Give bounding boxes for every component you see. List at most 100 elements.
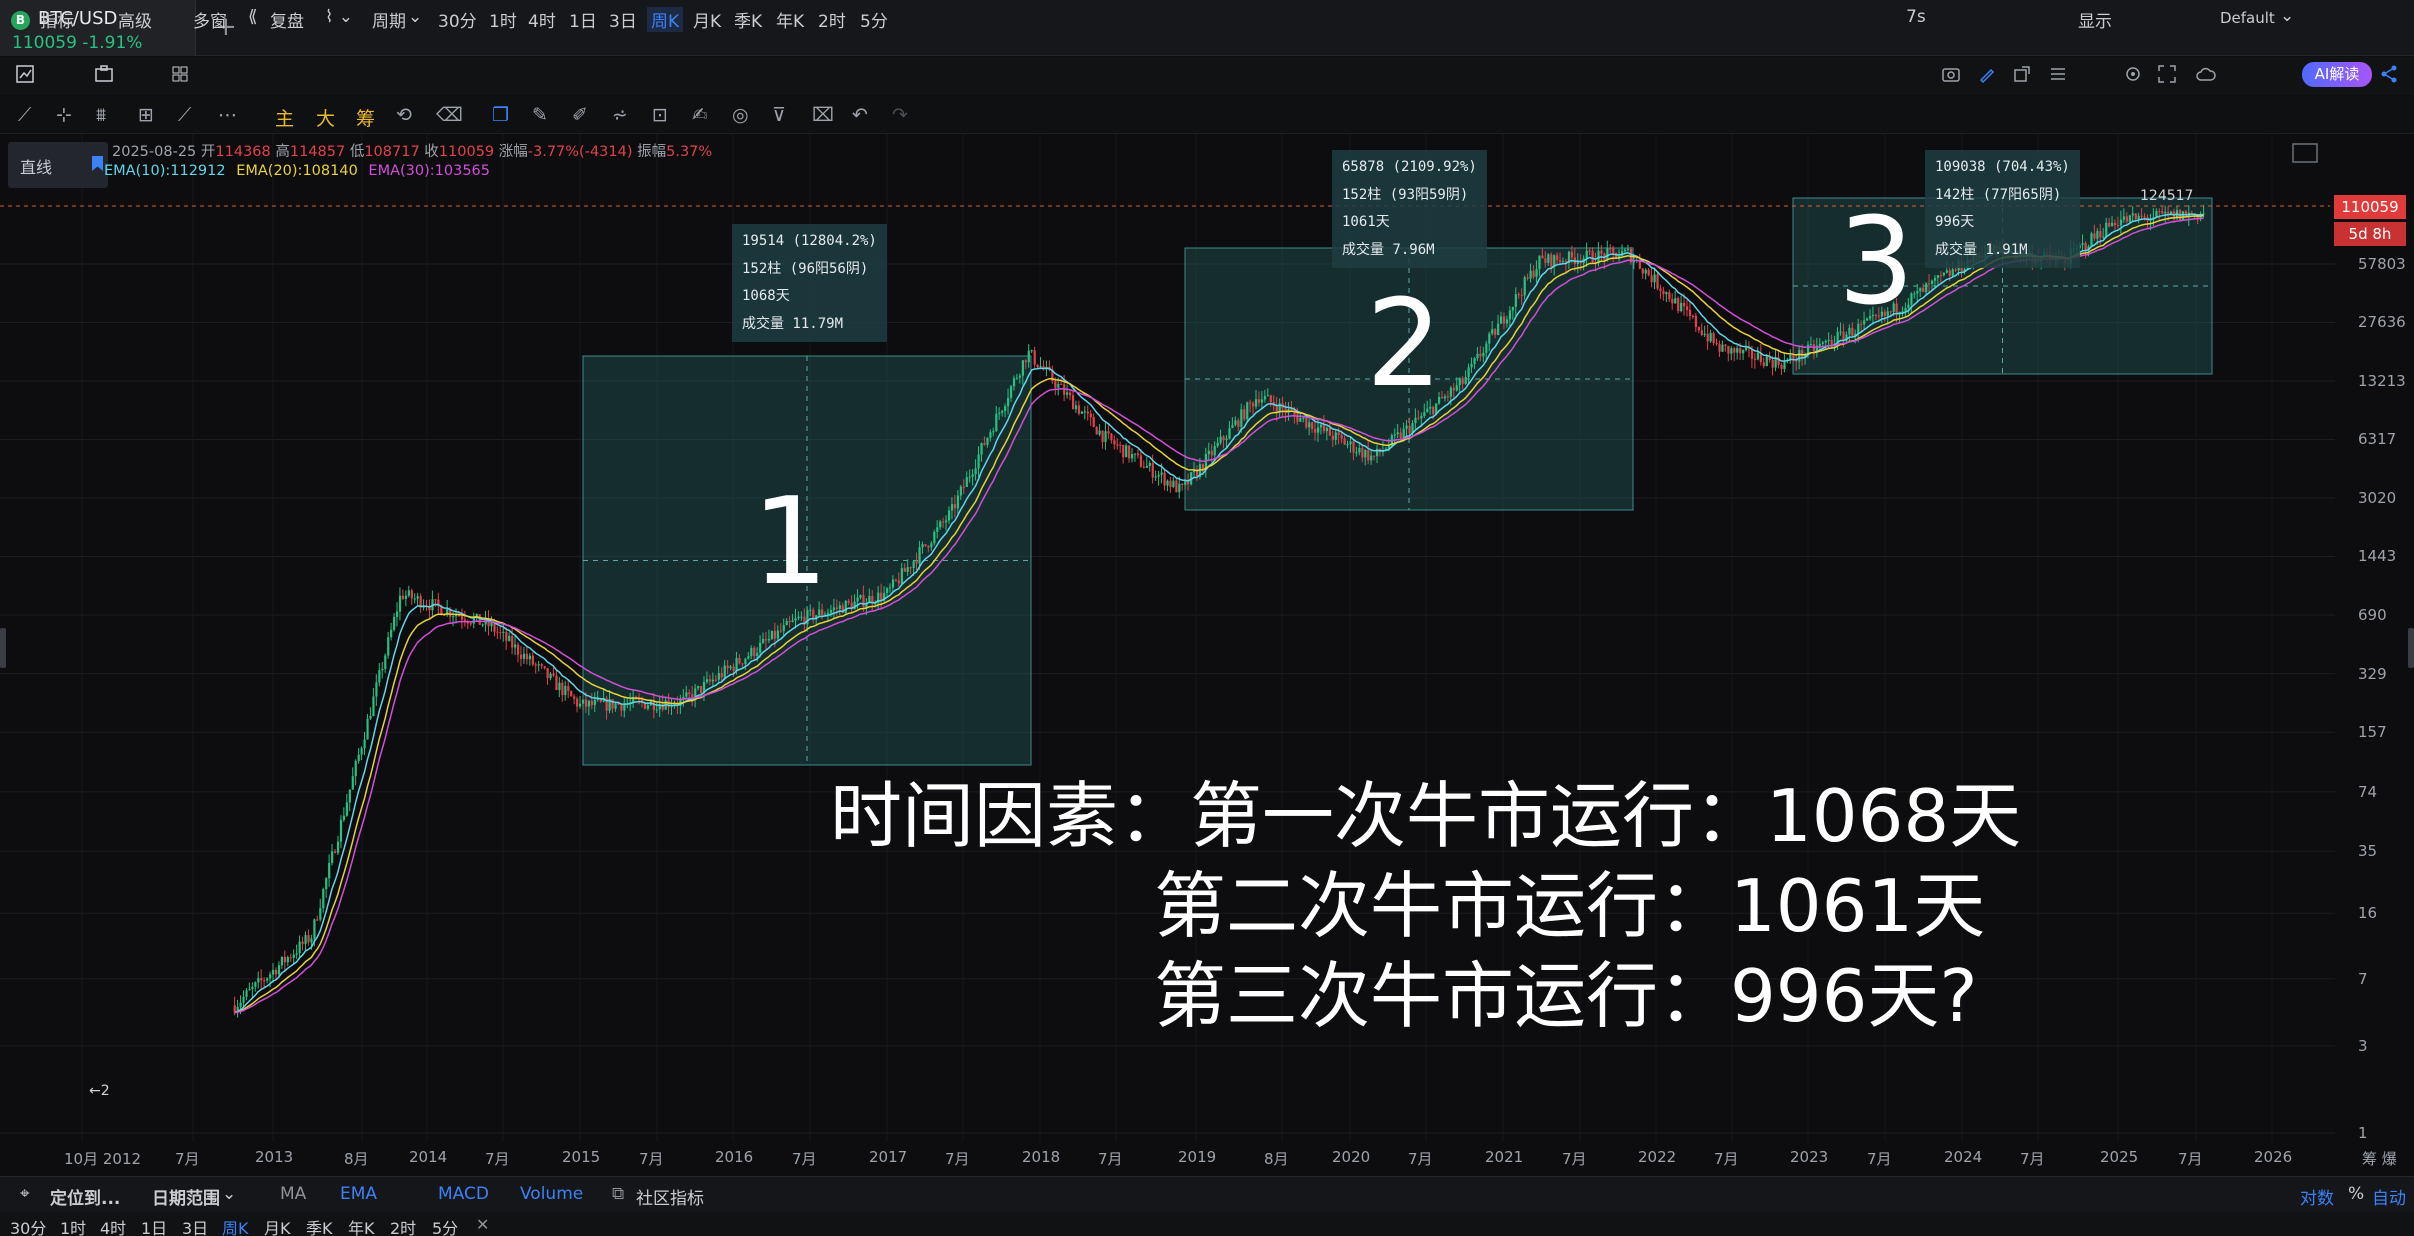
x-tick-label: 7月 <box>639 1150 664 1168</box>
redo-icon[interactable]: ↷ <box>892 104 908 126</box>
rectangle-tool-icon[interactable]: ⊞ <box>138 104 154 126</box>
interval-1w[interactable]: 周K <box>647 7 684 32</box>
lock-icon[interactable]: ⊡ <box>652 104 668 126</box>
candle-body <box>1848 327 1851 335</box>
line-tool-icon[interactable]: ⟋ <box>18 104 32 126</box>
gear-icon[interactable] <box>2124 65 2142 83</box>
candle-body <box>593 699 596 706</box>
sync-icon[interactable]: ⟲ <box>396 104 412 126</box>
percent-toggle[interactable]: % <box>2348 1184 2365 1204</box>
candle-body <box>1807 344 1810 355</box>
period-year[interactable]: 年K <box>348 1219 375 1236</box>
candle-body <box>927 545 930 548</box>
candle-body <box>1928 283 1931 285</box>
period-quarter[interactable]: 季K <box>306 1219 333 1236</box>
chart-type-dropdown[interactable]: ⌇ ⌄ <box>325 7 353 27</box>
period-1mo[interactable]: 月K <box>264 1219 291 1236</box>
candle-body <box>853 601 856 610</box>
period-dropdown[interactable]: 周期 <box>372 12 406 32</box>
share-window-icon[interactable] <box>2013 65 2031 83</box>
chip-toggle[interactable]: 筹 <box>356 108 376 130</box>
candle-body <box>711 679 715 682</box>
candle-body <box>945 520 948 523</box>
indicators-button[interactable]: 指标 <box>40 12 74 32</box>
candle-body <box>2190 212 2193 215</box>
candle-body <box>581 699 585 704</box>
candle-body <box>1263 396 1267 400</box>
ma-indicator[interactable]: MA <box>280 1184 307 1204</box>
close-icon[interactable]: ✕ <box>476 1215 490 1234</box>
trash-icon[interactable]: ⌧ <box>812 104 834 126</box>
period-1h[interactable]: 1时 <box>60 1219 87 1236</box>
candle-body <box>1305 417 1308 428</box>
main-toolbar <box>0 57 2414 95</box>
interval-quarter[interactable]: 季K <box>734 12 763 32</box>
macd-indicator[interactable]: MACD <box>438 1184 489 1204</box>
symbol-tab[interactable]: B BTC/USD 110059 -1.91% <box>0 0 196 56</box>
candle-body <box>1207 450 1210 455</box>
ai-analysis-button[interactable]: AI解读 <box>2302 62 2372 87</box>
interval-30m[interactable]: 30分 <box>438 12 477 32</box>
add-tab-button[interactable]: + <box>215 12 237 42</box>
undo-icon[interactable]: ↶ <box>852 104 868 126</box>
candle-body <box>632 697 635 703</box>
community-indicators[interactable]: 社区指标 <box>636 1189 704 1209</box>
candle-body <box>1919 287 1922 292</box>
candle-body <box>573 696 576 699</box>
channel-tool-icon[interactable]: ⩩ <box>96 104 107 126</box>
period-2h[interactable]: 2时 <box>390 1219 417 1236</box>
fib-tool-icon[interactable]: ⟋ <box>178 104 192 126</box>
volume-indicator[interactable]: Volume <box>520 1184 584 1204</box>
pattern-icon[interactable]: ⩫ <box>612 104 628 126</box>
interval-2h[interactable]: 2时 <box>818 12 846 32</box>
left-panel-handle[interactable] <box>0 628 6 668</box>
main-chart-toggle[interactable]: 主 <box>275 108 295 130</box>
interval-4h[interactable]: 4时 <box>528 12 556 32</box>
interval-1d[interactable]: 1日 <box>569 12 597 32</box>
interval-3d[interactable]: 3日 <box>609 12 637 32</box>
filter-icon[interactable]: ⊽ <box>772 104 786 126</box>
pen-icon[interactable] <box>1978 65 1996 83</box>
candle-body <box>1677 298 1680 312</box>
interval-year[interactable]: 年K <box>776 12 805 32</box>
horizontal-line-icon[interactable]: ⊹ <box>56 104 72 126</box>
ruler-icon[interactable]: ✎ <box>532 104 548 126</box>
range-boxes <box>582 197 2213 766</box>
advanced-button[interactable]: 高级 <box>118 12 152 32</box>
period-1d[interactable]: 1日 <box>141 1219 168 1236</box>
period-1w[interactable]: 周K <box>222 1215 249 1236</box>
candle-body <box>1128 445 1131 459</box>
share-icon[interactable] <box>2380 65 2398 83</box>
theme-dropdown[interactable]: Default <box>2220 9 2275 27</box>
display-button[interactable]: 显示 <box>2078 12 2112 32</box>
refresh-interval[interactable]: 7s <box>1906 7 1926 27</box>
erase-tool-icon[interactable]: ⌫ <box>436 104 463 126</box>
brush-icon[interactable]: ✐ <box>572 104 588 126</box>
interval-1h[interactable]: 1时 <box>489 12 517 32</box>
auto-scale-toggle[interactable]: 自动 <box>2372 1189 2406 1209</box>
candle-body <box>1278 403 1281 413</box>
copy-icon[interactable]: ❐ <box>492 104 510 126</box>
bookmark-icon[interactable] <box>92 156 103 171</box>
fullscreen-icon[interactable] <box>2158 65 2176 83</box>
date-range-dropdown[interactable]: 日期范围 <box>152 1189 220 1209</box>
interval-5m[interactable]: 5分 <box>860 12 888 32</box>
period-4h[interactable]: 4时 <box>100 1219 127 1236</box>
replay-button[interactable]: 复盘 <box>270 12 304 32</box>
big-order-toggle[interactable]: 大 <box>316 108 336 130</box>
locate-button[interactable]: 定位到... <box>50 1189 121 1209</box>
period-30m[interactable]: 30分 <box>10 1219 47 1236</box>
period-3d[interactable]: 3日 <box>182 1219 209 1236</box>
candlestick-chart[interactable] <box>0 134 2414 1176</box>
drawing-chip[interactable]: 直线 <box>8 142 108 188</box>
period-5m[interactable]: 5分 <box>432 1219 459 1236</box>
multi-window-button[interactable]: 多窗 <box>193 12 227 32</box>
magnet-icon[interactable]: ◎ <box>732 104 749 126</box>
camera-icon[interactable] <box>1942 66 1960 82</box>
ema-indicator[interactable]: EMA <box>340 1184 378 1204</box>
more-tools-icon[interactable]: ⋯ <box>218 104 237 126</box>
right-panel-handle[interactable] <box>2408 628 2414 668</box>
interval-1mo[interactable]: 月K <box>693 12 722 32</box>
log-scale-toggle[interactable]: 对数 <box>2300 1189 2334 1209</box>
edit-icon[interactable]: ✍ <box>692 104 708 126</box>
